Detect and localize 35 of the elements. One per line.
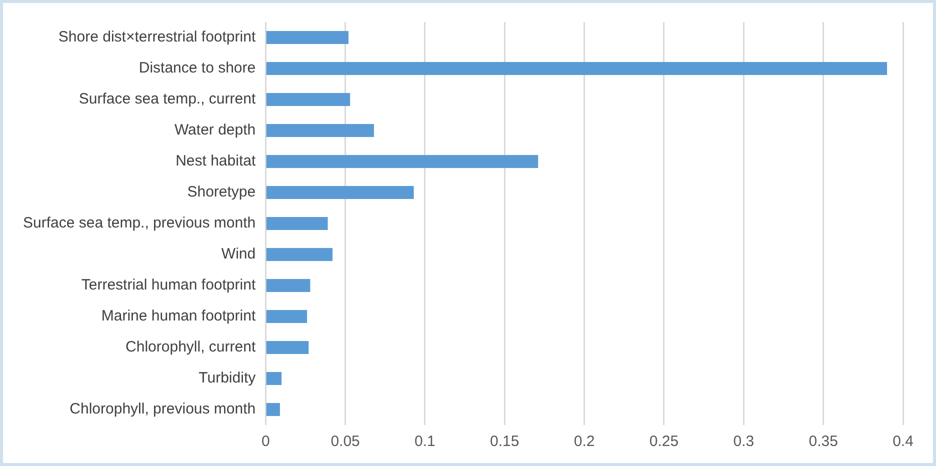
y-tick-label: Water depth	[174, 122, 256, 139]
y-tick-label: Shoretype	[187, 184, 256, 201]
bar	[266, 248, 333, 262]
x-tick-label: 0.05	[330, 433, 360, 450]
x-tick-label: 0.1	[414, 433, 436, 450]
x-tick-label: 0.3	[733, 433, 754, 450]
bar	[266, 62, 888, 76]
y-tick-label: Wind	[221, 246, 256, 263]
y-tick-label: Chlorophyll, previous month	[70, 400, 256, 418]
y-tick-label: Marine human footprint	[101, 308, 256, 325]
y-tick-label: Turbidity	[198, 370, 256, 387]
x-tick-label: 0	[261, 433, 270, 450]
y-tick-label: Surface sea temp., previous month	[22, 214, 256, 232]
bar	[266, 124, 374, 138]
bar	[266, 340, 309, 354]
bar	[266, 216, 328, 230]
bar	[266, 372, 282, 386]
bar	[266, 278, 310, 292]
y-tick-label: Chlorophyll, current	[126, 338, 256, 356]
x-tick-label: 0.25	[649, 433, 679, 450]
x-tick-label: 0.15	[490, 433, 520, 450]
y-tick-label: Nest habitat	[176, 152, 256, 170]
bar	[266, 402, 280, 416]
bar	[266, 30, 348, 44]
bar	[266, 92, 350, 106]
y-tick-label: Shore dist×terrestrial footprint	[58, 28, 256, 46]
y-tick-label: Surface sea temp., current	[78, 90, 256, 108]
y-tick-label: Distance to shore	[138, 60, 256, 77]
x-tick-label: 0.2	[574, 433, 595, 450]
y-tick-label: Terrestrial human footprint	[81, 276, 256, 294]
x-tick-label: 0.35	[808, 433, 838, 450]
bar	[266, 186, 414, 200]
bar	[266, 154, 538, 168]
x-tick-label: 0.4	[892, 433, 914, 450]
bar	[266, 310, 308, 324]
